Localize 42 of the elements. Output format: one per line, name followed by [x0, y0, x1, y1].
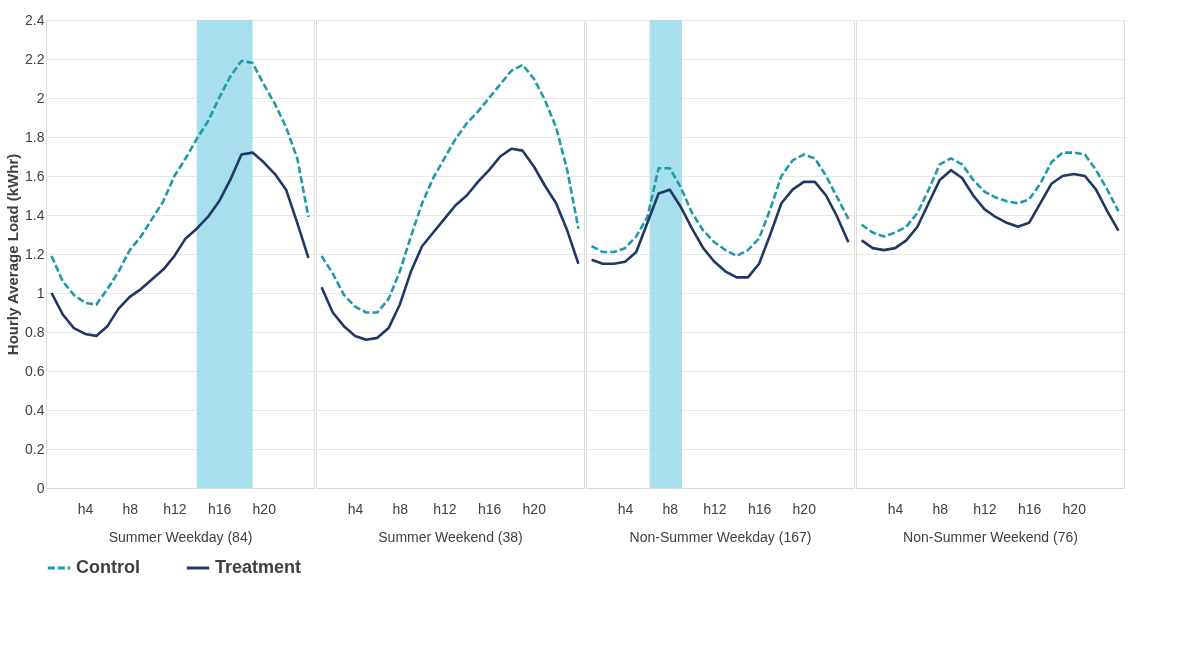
x-tick-label: h12	[433, 500, 457, 517]
y-tick-label: 2	[36, 89, 45, 106]
x-tick-label: h20	[792, 500, 817, 517]
y-tick-label: 1	[36, 284, 45, 301]
y-tick-label: 0.2	[25, 440, 45, 457]
y-tick-label: 0.6	[25, 362, 45, 379]
x-tick-label: h12	[163, 500, 187, 517]
x-axis-title: Non-Summer Weekday (167)	[629, 528, 812, 545]
x-tick-label: h20	[252, 500, 277, 517]
y-tick-label: 2.2	[25, 50, 45, 67]
y-tick-label: 0	[36, 479, 45, 496]
x-tick-label: h4	[77, 500, 94, 517]
x-axis-title: Summer Weekend (38)	[378, 528, 523, 545]
x-tick-label: h16	[1017, 500, 1042, 517]
x-tick-label: h16	[207, 500, 232, 517]
y-axis-title: Hourly Average Load (kWhr)	[4, 153, 22, 356]
line-series	[50, 59, 310, 306]
y-tick-label: 1.4	[25, 206, 45, 223]
x-tick-label: h4	[887, 500, 904, 517]
x-axis-title: Non-Summer Weekend (76)	[903, 528, 1078, 545]
x-tick-label: h8	[122, 500, 139, 517]
line-series	[50, 151, 310, 338]
y-tick-label: 0.8	[25, 323, 45, 340]
y-tick-label: 1.8	[25, 128, 45, 145]
x-tick-label: h4	[347, 500, 364, 517]
y-tick-label: 0.4	[25, 401, 45, 418]
x-tick-label: h16	[747, 500, 772, 517]
x-axis-title: Summer Weekday (84)	[108, 528, 253, 545]
legend-label: Control	[76, 557, 140, 577]
x-tick-label: h8	[392, 500, 409, 517]
y-tick-label: 1.2	[25, 245, 45, 262]
x-tick-label: h8	[932, 500, 949, 517]
x-tick-label: h20	[1062, 500, 1087, 517]
x-tick-label: h4	[617, 500, 634, 517]
x-tick-label: h12	[703, 500, 727, 517]
x-tick-label: h8	[662, 500, 679, 517]
legend-label: Treatment	[215, 557, 302, 577]
y-tick-label: 1.6	[25, 167, 45, 184]
x-tick-label: h16	[477, 500, 502, 517]
y-tick-label: 2.4	[25, 11, 45, 28]
x-tick-label: h20	[522, 500, 547, 517]
x-tick-label: h12	[973, 500, 997, 517]
